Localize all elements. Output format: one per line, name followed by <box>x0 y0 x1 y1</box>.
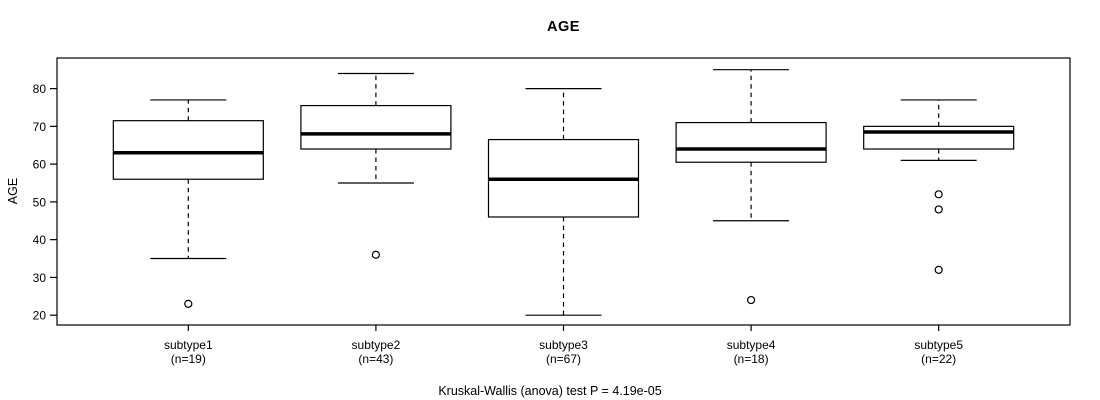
box-group-subtype1: subtype1(n=19) <box>112 99 264 366</box>
y-tick-label: 60 <box>33 158 47 172</box>
box-group-subtype4: subtype4(n=18) <box>675 69 827 366</box>
box-group-subtype5: subtype5(n=22) <box>863 99 1015 366</box>
chart-title: AGE <box>547 19 580 35</box>
outlier-point <box>371 250 381 259</box>
group-label: subtype3 <box>539 338 588 352</box>
iqr-box <box>112 120 264 180</box>
iqr-box <box>675 121 827 163</box>
outlier-point <box>934 190 943 199</box>
group-n-label: (n=67) <box>546 352 581 366</box>
group-label: subtype5 <box>914 338 963 352</box>
box-group-subtype3: subtype3(n=67) <box>487 87 640 366</box>
group-label: subtype1 <box>164 338 213 352</box>
iqr-box <box>300 104 452 150</box>
outlier-point <box>746 295 756 305</box>
group-n-label: (n=22) <box>921 352 956 366</box>
group-label: subtype2 <box>352 338 401 352</box>
y-tick-label: 50 <box>33 195 47 209</box>
stats-caption: Kruskal-Wallis (anova) test P = 4.19e-05 <box>438 384 662 398</box>
y-tick-label: 70 <box>33 120 47 134</box>
group-label: subtype4 <box>727 338 776 352</box>
y-axis: 20 30 40 50 60 70 80 <box>33 82 57 323</box>
outlier-point <box>934 205 943 214</box>
group-n-label: (n=19) <box>171 352 206 366</box>
box-group-subtype2: subtype2(n=43) <box>300 72 452 366</box>
outlier-point <box>184 299 193 308</box>
y-tick-label: 40 <box>33 233 47 247</box>
group-n-label: (n=43) <box>358 352 393 366</box>
y-tick-label: 30 <box>33 271 47 285</box>
group-n-label: (n=18) <box>734 352 769 366</box>
y-tick-label: 20 <box>33 309 47 323</box>
y-tick-label: 80 <box>33 82 47 96</box>
iqr-box <box>863 125 1015 150</box>
outlier-point <box>934 265 943 274</box>
